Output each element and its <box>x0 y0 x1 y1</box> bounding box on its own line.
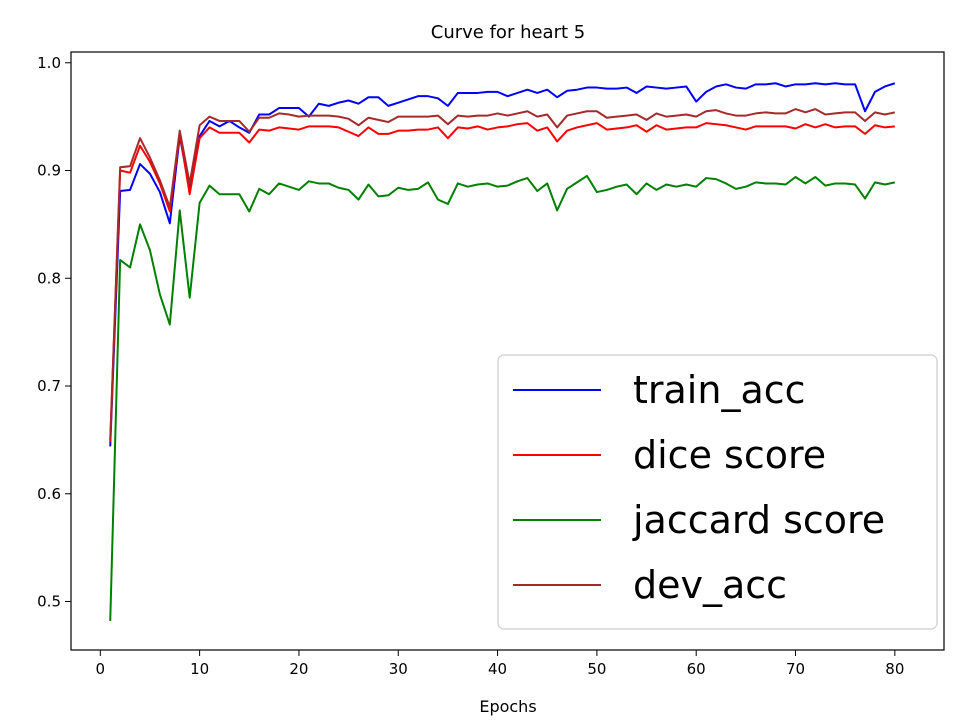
x-tick-label: 30 <box>389 660 408 678</box>
x-tick-label: 0 <box>96 660 106 678</box>
series-line-dev-acc <box>109 108 896 440</box>
x-tick-label: 60 <box>687 660 706 678</box>
x-tick-label: 80 <box>885 660 904 678</box>
chart-title: Curve for heart 5 <box>431 22 585 43</box>
y-tick-label: 0.8 <box>37 269 61 287</box>
x-tick-label: 50 <box>587 660 606 678</box>
series-line-jaccard-score <box>109 174 896 621</box>
legend-label-dice-score: dice score <box>633 433 826 477</box>
legend-label-dev-acc: dev_acc <box>633 563 787 607</box>
series-line-train-acc <box>109 82 896 447</box>
y-tick-label: 0.6 <box>37 485 61 503</box>
y-tick-label: 0.9 <box>37 162 61 180</box>
legend-box <box>497 354 938 630</box>
y-tick-label: 1.0 <box>37 54 61 72</box>
x-tick-label: 10 <box>190 660 209 678</box>
x-tick-label: 70 <box>786 660 805 678</box>
x-axis: 0 10 20 30 40 50 60 70 80 <box>96 650 904 678</box>
x-axis-label: Epochs <box>479 697 536 716</box>
series-layer <box>109 82 896 621</box>
x-tick-label: 40 <box>488 660 507 678</box>
y-tick-label: 0.5 <box>37 593 61 611</box>
y-tick-label: 0.7 <box>37 377 61 395</box>
y-axis: 0.5 0.6 0.7 0.8 0.9 1.0 <box>37 54 71 611</box>
legend-label-jaccard-score: jaccard score <box>632 498 885 542</box>
plot-frame <box>70 51 945 651</box>
legend-label-train-acc: train_acc <box>633 368 806 412</box>
series-line-dice-score <box>109 122 895 443</box>
x-tick-label: 20 <box>289 660 308 678</box>
